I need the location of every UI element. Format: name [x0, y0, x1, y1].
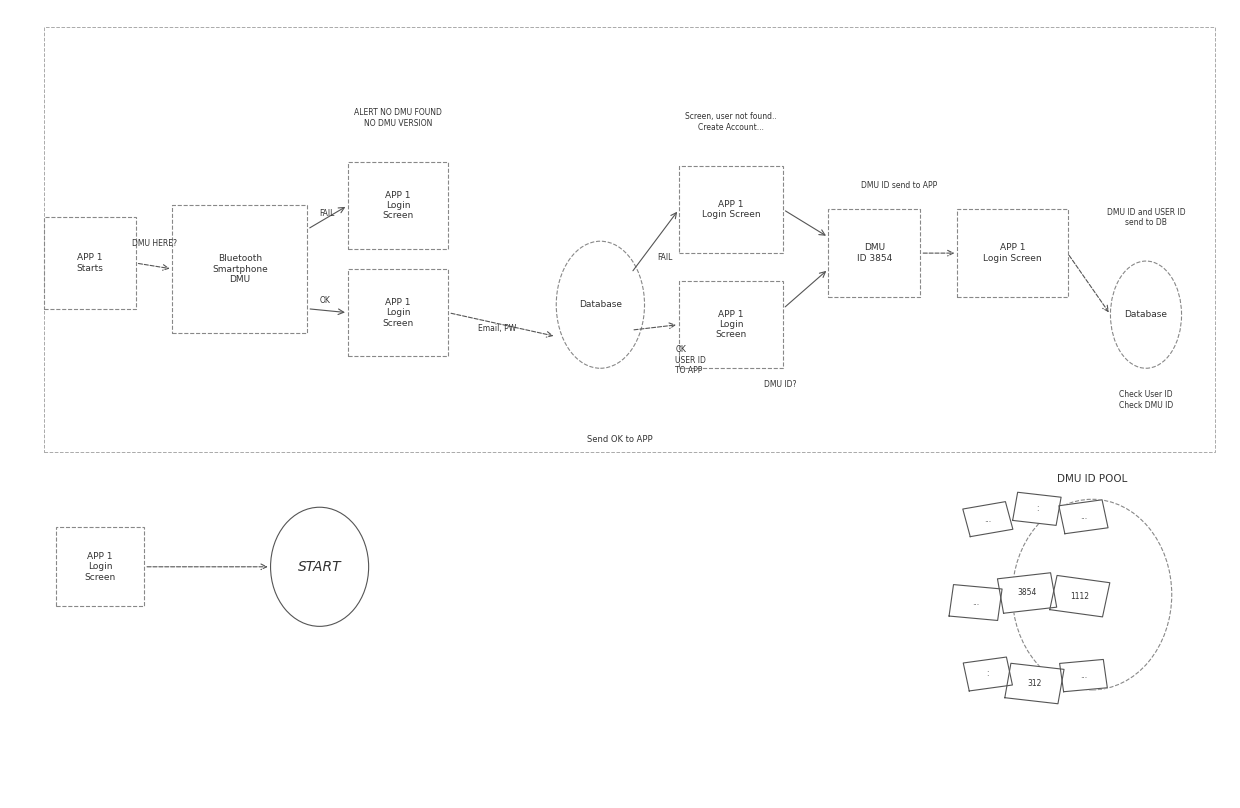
Ellipse shape: [557, 242, 645, 368]
Text: Check User ID
Check DMU ID: Check User ID Check DMU ID: [1118, 390, 1173, 410]
Polygon shape: [963, 657, 1012, 691]
Text: OK
USER ID
TO APP: OK USER ID TO APP: [675, 346, 706, 375]
Text: :: :: [987, 670, 990, 679]
Ellipse shape: [1012, 499, 1172, 690]
Text: APP 1
Starts: APP 1 Starts: [77, 254, 103, 273]
Polygon shape: [1004, 663, 1064, 704]
FancyBboxPatch shape: [56, 527, 144, 607]
Text: APP 1
Login
Screen: APP 1 Login Screen: [382, 298, 414, 327]
Text: Screen, user not found..
Create Account...: Screen, user not found.. Create Account.…: [684, 112, 776, 132]
Polygon shape: [1013, 492, 1061, 525]
Text: APP 1
Login
Screen: APP 1 Login Screen: [382, 191, 414, 221]
Text: ALERT NO DMU FOUND
NO DMU VERSION: ALERT NO DMU FOUND NO DMU VERSION: [355, 108, 441, 128]
Text: ...: ...: [1080, 512, 1087, 521]
FancyBboxPatch shape: [957, 209, 1068, 297]
Text: Bluetooth
Smartphone
DMU: Bluetooth Smartphone DMU: [212, 254, 268, 284]
Text: DMU ID POOL: DMU ID POOL: [1056, 474, 1127, 485]
FancyBboxPatch shape: [347, 162, 449, 249]
Text: Send OK to APP: Send OK to APP: [588, 436, 652, 444]
Text: ...: ...: [972, 598, 980, 607]
Text: APP 1
Login
Screen: APP 1 Login Screen: [715, 309, 746, 339]
Polygon shape: [949, 585, 1002, 621]
Text: :: :: [1035, 504, 1038, 513]
Text: FAIL: FAIL: [320, 209, 335, 218]
Text: DMU HERE?: DMU HERE?: [131, 238, 176, 248]
Text: Database: Database: [1125, 310, 1168, 319]
Text: ...: ...: [1080, 671, 1087, 680]
Polygon shape: [1059, 500, 1109, 534]
Text: DMU ID?: DMU ID?: [764, 380, 796, 389]
FancyBboxPatch shape: [172, 205, 308, 333]
Polygon shape: [1050, 575, 1110, 617]
Text: OK: OK: [320, 297, 331, 305]
Text: APP 1
Login
Screen: APP 1 Login Screen: [84, 552, 115, 582]
Text: APP 1
Login Screen: APP 1 Login Screen: [702, 200, 760, 219]
Text: DMU
ID 3854: DMU ID 3854: [857, 243, 892, 263]
FancyBboxPatch shape: [43, 217, 135, 309]
Text: ...: ...: [985, 515, 992, 524]
Ellipse shape: [270, 507, 368, 626]
FancyBboxPatch shape: [678, 166, 784, 253]
Text: 312: 312: [1027, 679, 1042, 688]
FancyBboxPatch shape: [828, 209, 920, 297]
Text: 1112: 1112: [1070, 591, 1089, 600]
Ellipse shape: [1111, 261, 1182, 368]
Text: 3854: 3854: [1017, 588, 1037, 597]
Text: Email, PW: Email, PW: [479, 324, 517, 333]
Text: APP 1
Login Screen: APP 1 Login Screen: [983, 243, 1042, 263]
Text: DMU ID and USER ID
send to DB: DMU ID and USER ID send to DB: [1106, 208, 1185, 227]
Polygon shape: [1060, 659, 1107, 692]
Text: DMU ID send to APP: DMU ID send to APP: [861, 181, 937, 190]
Text: START: START: [298, 560, 341, 574]
FancyBboxPatch shape: [347, 269, 449, 356]
Text: FAIL: FAIL: [657, 253, 672, 262]
Polygon shape: [962, 502, 1013, 537]
Text: Database: Database: [579, 301, 622, 309]
Polygon shape: [997, 573, 1056, 613]
FancyBboxPatch shape: [678, 281, 784, 368]
